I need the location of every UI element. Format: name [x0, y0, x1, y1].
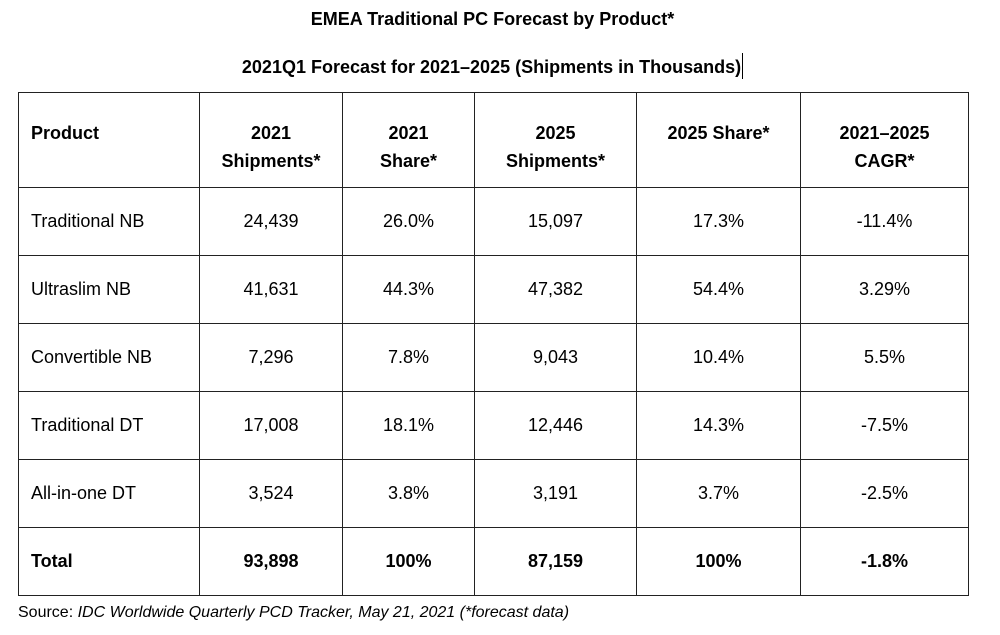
product-cell: All-in-one DT	[18, 459, 200, 528]
total-shipments-2021-cell: 93,898	[199, 527, 343, 596]
document-title: EMEA Traditional PC Forecast by Product*	[310, 9, 675, 29]
total-share-2025-cell: 100%	[636, 527, 801, 596]
shipments-2021-cell: 17,008	[199, 391, 343, 460]
source-label: Source:	[18, 604, 78, 621]
total-share-2021-cell: 100%	[342, 527, 475, 596]
header-line: Shipments*	[505, 151, 606, 171]
shipments-2025-cell: 3,191	[474, 459, 637, 528]
shipments-2021-cell: 24,439	[199, 187, 343, 256]
header-product: Product	[18, 92, 200, 188]
product-cell: Ultraslim NB	[18, 255, 200, 324]
header-2025-shipments: 2025 Shipments*	[474, 92, 637, 188]
table-row: Convertible NB 7,296 7.8% 9,043 10.4% 5.…	[18, 323, 969, 392]
header-line: 2021	[388, 123, 429, 143]
header-line: CAGR*	[854, 151, 915, 171]
cagr-cell: 3.29%	[800, 255, 969, 324]
share-2025-cell: 14.3%	[636, 391, 801, 460]
share-2025-cell: 17.3%	[636, 187, 801, 256]
header-line: 2021	[250, 123, 292, 143]
shipments-2021-cell: 3,524	[199, 459, 343, 528]
header-line: 2021–2025	[839, 123, 930, 143]
product-cell: Traditional NB	[18, 187, 200, 256]
subtitle-text: 2021Q1 Forecast for 2021–2025 (Shipments…	[241, 57, 742, 77]
table-row: Traditional NB 24,439 26.0% 15,097 17.3%…	[18, 187, 969, 256]
share-2025-cell: 3.7%	[636, 459, 801, 528]
header-line: 2025 Share*	[667, 123, 770, 143]
share-2025-cell: 54.4%	[636, 255, 801, 324]
total-row: Total 93,898 100% 87,159 100% -1.8%	[18, 527, 969, 596]
share-2021-cell: 7.8%	[342, 323, 475, 392]
header-cagr: 2021–2025 CAGR*	[800, 92, 969, 188]
shipments-2025-cell: 47,382	[474, 255, 637, 324]
shipments-2025-cell: 12,446	[474, 391, 637, 460]
shipments-2021-cell: 7,296	[199, 323, 343, 392]
header-2021-share: 2021 Share*	[342, 92, 475, 188]
table-row: Ultraslim NB 41,631 44.3% 47,382 54.4% 3…	[18, 255, 969, 324]
source-note: Source: IDC Worldwide Quarterly PCD Trac…	[18, 604, 569, 622]
cagr-cell: -2.5%	[800, 459, 969, 528]
share-2025-cell: 10.4%	[636, 323, 801, 392]
product-cell: Traditional DT	[18, 391, 200, 460]
header-line: Share*	[379, 151, 438, 171]
text-cursor	[742, 53, 744, 79]
product-cell: Convertible NB	[18, 323, 200, 392]
document-subtitle: 2021Q1 Forecast for 2021–2025 (Shipments…	[0, 53, 985, 79]
table-row: Traditional DT 17,008 18.1% 12,446 14.3%…	[18, 391, 969, 460]
header-2025-share: 2025 Share*	[636, 92, 801, 188]
total-cagr-cell: -1.8%	[800, 527, 969, 596]
share-2021-cell: 18.1%	[342, 391, 475, 460]
table-row: All-in-one DT 3,524 3.8% 3,191 3.7% -2.5…	[18, 459, 969, 528]
share-2021-cell: 26.0%	[342, 187, 475, 256]
header-product-label: Product	[31, 123, 100, 143]
source-text: IDC Worldwide Quarterly PCD Tracker, May…	[77, 604, 570, 621]
total-shipments-2025-cell: 87,159	[474, 527, 637, 596]
header-line: Shipments*	[221, 151, 321, 171]
forecast-table: Product 2021 Shipments* 2021 Share* 2025…	[18, 92, 969, 596]
cagr-cell: 5.5%	[800, 323, 969, 392]
shipments-2025-cell: 9,043	[474, 323, 637, 392]
shipments-2021-cell: 41,631	[199, 255, 343, 324]
cagr-cell: -7.5%	[800, 391, 969, 460]
total-label-cell: Total	[18, 527, 200, 596]
header-line: 2025	[535, 123, 576, 143]
header-row: Product 2021 Shipments* 2021 Share* 2025…	[18, 92, 969, 188]
share-2021-cell: 3.8%	[342, 459, 475, 528]
cagr-cell: -11.4%	[800, 187, 969, 256]
shipments-2025-cell: 15,097	[474, 187, 637, 256]
header-2021-shipments: 2021 Shipments*	[199, 92, 343, 188]
share-2021-cell: 44.3%	[342, 255, 475, 324]
